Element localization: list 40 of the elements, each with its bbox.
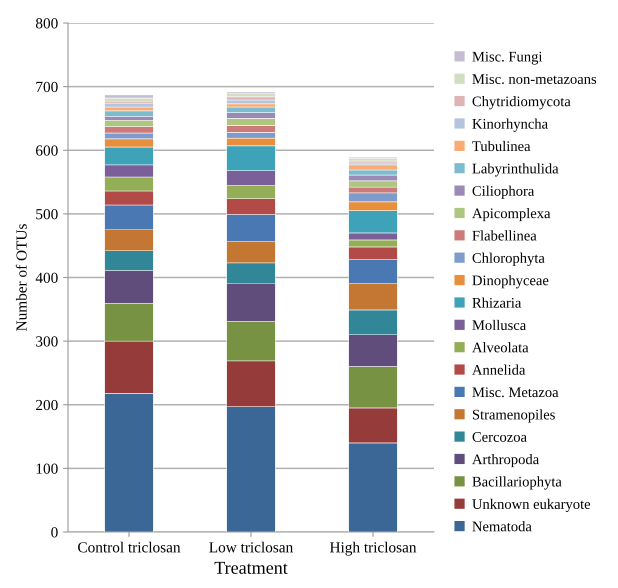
legend-label: Kinorhyncha [472,118,548,132]
y-tick-label: 800 [36,18,58,28]
legend-label: Alveolata [472,342,528,352]
y-tick-label: 100 [36,464,58,474]
legend-label: Tubulinea [472,140,530,152]
legend-label: Annelida [472,364,526,375]
legend-label: Arthropoda [472,454,539,468]
y-tick-label: 500 [36,209,58,220]
legend-label: Unknown eukaryote [472,498,590,512]
y-tick-label: 600 [36,145,58,156]
y-tick-label: 200 [36,400,58,410]
y-axis-title: Number of OTUs [16,224,27,331]
legend-label: Misc. Metazoa [472,387,558,398]
legend-label: Mollusca [472,320,526,330]
x-tick-label: High triclosan [330,542,416,556]
x-tick-label: Low triclosan [209,542,293,552]
x-axis-title: Treatment [214,562,288,574]
x-tick-label: Control triclosan [78,542,180,552]
legend-label: Cercozoa [472,432,527,442]
y-tick-label: 0 [51,527,58,538]
bar [226,96,276,100]
legend-label: Misc. non-metazoans [472,74,596,84]
bar [104,102,154,108]
bar [104,94,154,98]
legend-label: Nematoda [472,521,532,532]
legend-label: Ciliophora [472,186,534,199]
y-tick-label: 300 [36,336,58,347]
legend-label: Rhizaria [472,297,522,308]
legend-label: Misc. Fungi [472,52,542,65]
legend-label: Apicomplexa [472,208,550,222]
legend-label: Labyrinthulida [472,163,558,176]
y-tick-label: 400 [36,272,58,283]
y-tick-label: 700 [36,82,58,92]
legend-label: Chlorophyta [472,252,545,266]
legend-label: Chytridiomycota [472,96,571,110]
legend-label: Flabellinea [472,230,537,241]
legend-label: Stramenopiles [472,409,555,422]
bar [104,110,154,117]
legend-label: Dinophyceae [472,275,548,288]
legend-label: Bacillariophyta [472,476,562,490]
